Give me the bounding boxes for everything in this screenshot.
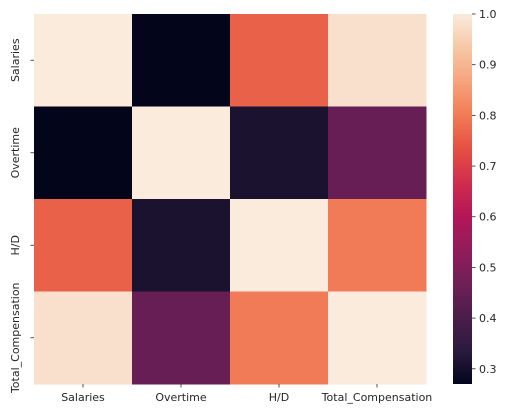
colorbar-tick-label: 0.7 <box>479 160 497 173</box>
y-tick-label: Total_Compensation <box>9 282 22 394</box>
y-tick-label: Overtime <box>9 127 22 179</box>
colorbar-tick-label: 0.3 <box>479 363 497 376</box>
heatmap-cell-2-1 <box>132 199 231 292</box>
colorbar-tick-label: 0.9 <box>479 59 497 72</box>
heatmap-cell-0-3 <box>328 14 427 107</box>
heatmap-cell-3-2 <box>230 291 329 385</box>
heatmap-cell-2-3 <box>328 199 427 292</box>
heatmap-cell-0-1 <box>132 14 231 107</box>
x-tick-label: Total_Compensation <box>321 391 433 404</box>
heatmap-cell-0-0 <box>34 14 133 107</box>
heatmap-cell-1-1 <box>132 106 231 200</box>
colorbar-tick-label: 1.0 <box>479 8 497 21</box>
y-tick-label: Salaries <box>9 38 22 82</box>
heatmap-cell-2-0 <box>34 199 133 292</box>
heatmap-cell-3-0 <box>34 291 133 385</box>
heatmap-cell-0-2 <box>230 14 329 107</box>
heatmap-cells <box>34 14 427 385</box>
heatmap-cell-3-1 <box>132 291 231 385</box>
x-tick-label: H/D <box>269 391 289 404</box>
heatmap-cell-1-2 <box>230 106 329 200</box>
heatmap-cell-2-2 <box>230 199 329 292</box>
colorbar-tick-label: 0.5 <box>479 261 497 274</box>
heatmap-cell-1-3 <box>328 106 427 200</box>
colorbar-tick-label: 0.4 <box>479 312 497 325</box>
colorbar-ticks: 0.3 0.4 0.5 0.6 0.7 0.8 0.9 1.0 <box>472 8 497 376</box>
y-tick-label: H/D <box>9 235 22 255</box>
colorbar-tick-label: 0.6 <box>479 211 497 224</box>
colorbar <box>453 14 472 384</box>
y-axis-ticks: Salaries Overtime H/D Total_Compensation <box>9 38 34 394</box>
x-axis-ticks: Salaries Overtime H/D Total_Compensation <box>61 384 432 404</box>
colorbar-tick-label: 0.8 <box>479 109 497 122</box>
heatmap-cell-3-3 <box>328 291 427 385</box>
x-tick-label: Overtime <box>155 391 207 404</box>
x-tick-label: Salaries <box>61 391 105 404</box>
heatmap-cell-1-0 <box>34 106 133 200</box>
